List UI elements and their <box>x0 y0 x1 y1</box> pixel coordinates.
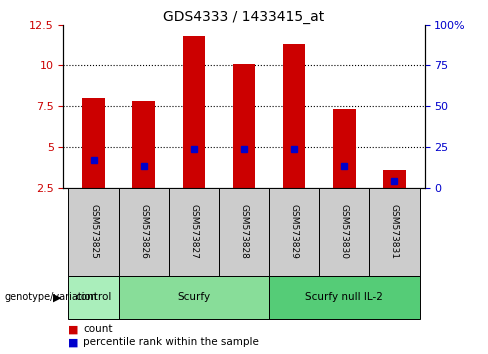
Bar <box>183 36 205 188</box>
Bar <box>169 188 219 276</box>
Bar <box>319 188 369 276</box>
Text: GSM573829: GSM573829 <box>290 204 299 259</box>
Bar <box>119 276 269 319</box>
Bar <box>68 188 119 276</box>
Text: ■: ■ <box>68 324 79 334</box>
Text: GSM573831: GSM573831 <box>390 204 399 259</box>
Bar <box>383 170 406 188</box>
Bar <box>233 64 255 188</box>
Bar <box>333 109 356 188</box>
Bar <box>68 276 119 319</box>
Text: control: control <box>75 292 112 302</box>
Text: GSM573828: GSM573828 <box>240 204 248 259</box>
Text: ▶: ▶ <box>53 292 61 302</box>
Text: Scurfy: Scurfy <box>177 292 210 302</box>
Text: GSM573827: GSM573827 <box>189 204 198 259</box>
Bar <box>119 188 169 276</box>
Text: count: count <box>83 324 112 334</box>
Text: GSM573830: GSM573830 <box>340 204 349 259</box>
Text: GSM573825: GSM573825 <box>89 204 98 259</box>
Bar <box>369 188 420 276</box>
Bar <box>269 276 420 319</box>
Bar <box>132 101 155 188</box>
Text: percentile rank within the sample: percentile rank within the sample <box>83 337 259 347</box>
Bar <box>269 188 319 276</box>
Bar <box>82 98 105 188</box>
Text: genotype/variation: genotype/variation <box>5 292 98 302</box>
Title: GDS4333 / 1433415_at: GDS4333 / 1433415_at <box>163 10 325 24</box>
Text: GSM573826: GSM573826 <box>139 204 148 259</box>
Text: Scurfy null IL-2: Scurfy null IL-2 <box>305 292 383 302</box>
Text: ■: ■ <box>68 337 79 347</box>
Bar <box>283 44 305 188</box>
Bar <box>219 188 269 276</box>
